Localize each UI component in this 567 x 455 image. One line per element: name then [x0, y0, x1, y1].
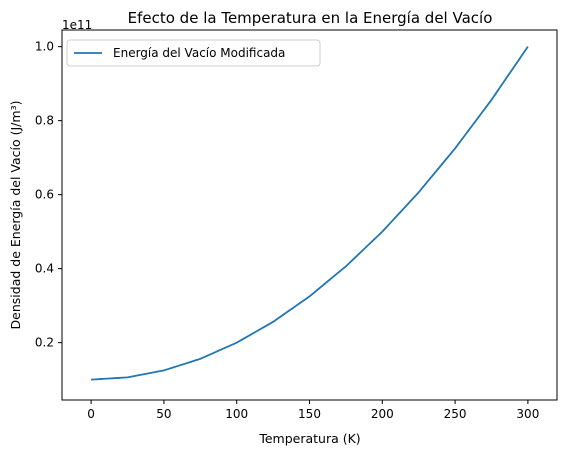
- plot-frame: [61, 29, 558, 401]
- y-axis: 0.2 0.4 0.6 0.8 1.0: [35, 40, 62, 350]
- x-tick-label: 300: [516, 407, 539, 421]
- chart-title: Efecto de la Temperatura en la Energía d…: [128, 9, 493, 27]
- y-tick-label: 0.2: [35, 336, 54, 350]
- legend: Energía del Vacío Modificada: [66, 39, 321, 67]
- x-tick-label: 0: [87, 407, 95, 421]
- legend-label: Energía del Vacío Modificada: [113, 46, 285, 60]
- x-tick-label: 200: [371, 407, 394, 421]
- y-axis-label: Densidad de Energía del Vacío (J/m³): [8, 101, 23, 330]
- x-tick-label: 50: [156, 407, 171, 421]
- y-tick-label: 0.6: [35, 188, 54, 202]
- x-tick-label: 100: [225, 407, 248, 421]
- x-axis-label: Temperatura (K): [258, 431, 360, 446]
- y-tick-label: 0.8: [35, 114, 54, 128]
- series-line: [91, 46, 529, 381]
- x-tick-label: 150: [298, 407, 321, 421]
- y-tick-label: 1.0: [35, 40, 54, 54]
- series-layer: [91, 46, 529, 381]
- plot-area: [61, 29, 558, 401]
- y-offset-text: 1e11: [62, 18, 92, 32]
- x-axis: 0 50 100 150 200 250 300: [87, 400, 539, 421]
- y-tick-label: 0.4: [35, 262, 54, 276]
- x-tick-label: 250: [444, 407, 467, 421]
- legend-box: [66, 39, 321, 67]
